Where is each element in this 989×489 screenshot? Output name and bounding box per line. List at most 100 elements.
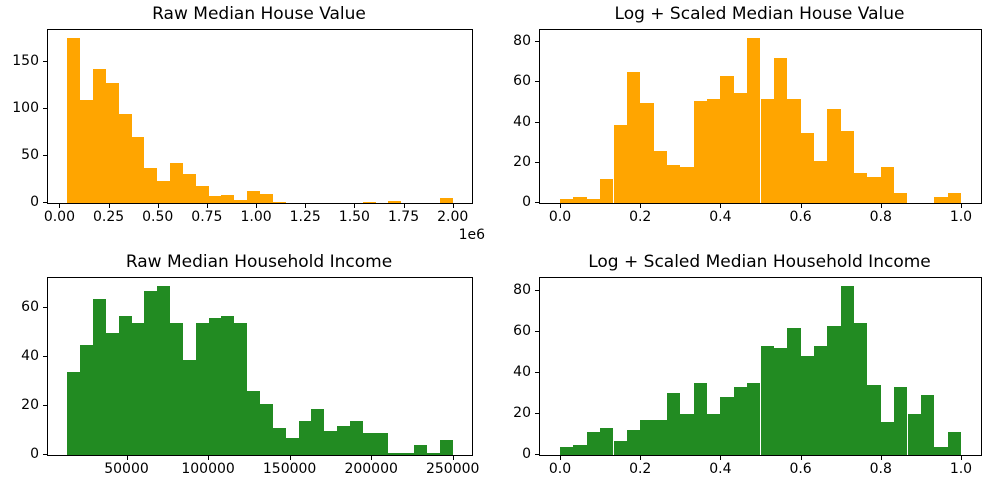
x-tick-label: 200000 [344,461,398,477]
histogram-bar [221,194,235,203]
histogram-bar [613,440,627,455]
x-tick-label: 0.4 [709,209,732,225]
histogram-bar [105,332,119,455]
x-tick-mark [640,456,642,460]
histogram-bar [640,420,654,455]
histogram-bar [733,92,748,203]
histogram-bar [693,383,708,455]
histogram-bar [272,202,286,203]
histogram-bar [813,160,828,203]
histogram-bar [401,452,415,455]
x-tick-label: 0.0 [548,209,572,225]
histogram-bar [118,113,132,203]
y-tick-label: 60 [513,73,531,90]
histogram-bar [105,82,119,203]
histogram-bar [67,38,81,203]
histogram-bar [170,162,183,203]
x-tick-label: 1.00 [240,209,272,225]
histogram-bar [182,173,196,203]
axes-log-scaled-household-income [539,277,982,456]
histogram-bar [375,433,389,455]
x-tick-mark [880,204,882,208]
histogram-bar [867,176,881,203]
histogram-bar [947,432,961,455]
histogram-bar [221,315,235,455]
histogram-bar [414,445,428,455]
histogram-bar [707,413,721,455]
chart-title-log-scaled-household-income: Log + Scaled Median Household Income [588,252,931,272]
histogram-bar [349,420,363,455]
y-tick-label: 60 [513,322,531,339]
y-tick-mark [43,307,47,309]
axes-log-scaled-house-value [539,29,982,204]
histogram-bar [680,166,694,203]
y-tick-label: 40 [21,348,39,365]
histogram-bar [67,371,81,455]
x-tick-label: 0.4 [709,461,732,477]
histogram-bar [613,124,627,203]
y-tick-label: 50 [21,146,39,163]
histogram-bar [144,168,158,203]
x-tick-mark [640,204,642,208]
axis-offset-label: 1e6 [458,227,485,243]
histogram-bar [131,323,145,455]
x-tick-mark [960,204,962,208]
x-tick-mark [126,456,128,460]
y-tick-label: 40 [513,113,531,130]
histogram-bar [560,198,574,203]
x-tick-mark [452,456,454,460]
histogram-bar [854,172,868,203]
histogram-bar [773,348,788,455]
x-tick-mark [403,204,405,208]
histogram-bar [880,422,895,455]
y-tick-label: 0 [30,446,39,462]
histogram-bar [626,72,641,203]
histogram-bar [787,327,801,455]
x-tick-mark [208,456,210,460]
histogram-bar [157,286,171,455]
histogram-bar [439,198,453,203]
x-tick-mark [880,456,882,460]
y-tick-label: 0 [522,194,531,210]
x-tick-label: 50000 [104,461,149,477]
histogram-bar [234,323,248,455]
x-tick-mark [289,456,291,460]
y-tick-label: 100 [12,99,39,116]
y-tick-mark [43,356,47,358]
histogram-bar [854,323,868,455]
histogram-bar [247,190,260,203]
histogram-bar [388,201,402,203]
histogram-bar [800,132,814,203]
chart-title-log-scaled-house-value: Log + Scaled Median House Value [614,4,905,24]
y-tick-label: 40 [513,363,531,380]
y-tick-mark [535,454,539,455]
histogram-bar [208,318,222,455]
histogram-bar [586,432,601,455]
x-tick-label: 0.2 [629,461,652,477]
histogram-bar [195,323,209,455]
histogram-bar [337,425,350,455]
x-tick-label: 0.8 [869,461,892,477]
histogram-bar [840,286,855,455]
histogram-bar [827,325,841,455]
histogram-bar [747,38,761,203]
histogram-bar [747,383,761,455]
histogram-bar [760,346,774,455]
x-tick-mark [157,204,159,208]
histogram-bar [208,196,222,203]
x-tick-mark [305,204,307,208]
histogram-bar [560,446,574,455]
y-tick-label: 20 [21,397,39,414]
x-tick-label: 150000 [262,461,317,477]
histogram-bar [388,452,402,455]
histogram-bar [894,192,908,203]
histogram-bar [362,433,376,455]
histogram-bar [157,181,171,203]
x-tick-mark [452,204,454,208]
histogram-bar [894,387,908,455]
y-tick-label: 0 [522,446,531,462]
y-tick-mark [43,454,47,455]
x-tick-label: 250000 [425,461,480,477]
y-tick-label: 150 [12,52,39,69]
